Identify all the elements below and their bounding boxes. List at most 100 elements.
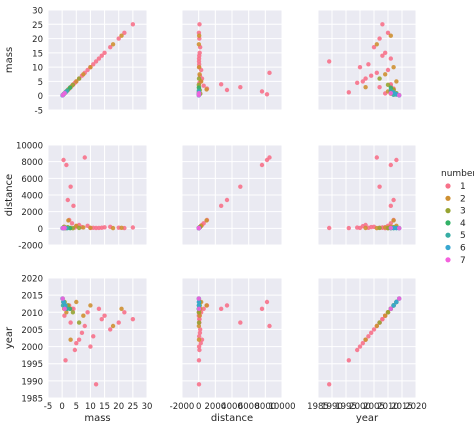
point-series-1 [122, 310, 127, 315]
point-series-1 [366, 334, 371, 339]
point-series-1 [360, 340, 365, 346]
point-series-1 [238, 184, 243, 189]
point-series-2 [88, 303, 93, 308]
point-series-7 [196, 226, 201, 231]
point-series-2 [363, 337, 368, 342]
y-tick-label: 2000 [21, 208, 43, 218]
point-series-1 [371, 44, 377, 50]
point-series-1 [99, 316, 104, 322]
point-series-2 [64, 310, 69, 315]
point-series-1 [108, 44, 113, 50]
point-series-2 [197, 72, 202, 77]
x-tick-label: 0 [196, 402, 201, 412]
point-series-2 [196, 337, 202, 342]
point-series-1 [224, 197, 230, 203]
legend-marker [445, 244, 451, 251]
y-tick-label: 8000 [21, 158, 43, 168]
y-tick-label: 2010 [21, 309, 43, 319]
y-tick-label: 2020 [21, 275, 43, 285]
legend-entry: 7 [460, 256, 466, 266]
x-tick-label: 6000 [238, 402, 260, 412]
x-tick-label: 1995 [335, 402, 357, 412]
point-series-1 [383, 50, 388, 56]
point-series-7 [388, 225, 393, 231]
point-series-2 [119, 306, 124, 312]
point-series-1 [377, 184, 382, 189]
point-series-7 [196, 92, 201, 98]
y-axis-label: year [4, 326, 15, 349]
point-series-1 [197, 22, 202, 27]
x-tick-label: 10000 [268, 402, 295, 412]
legend-entry: 4 [460, 219, 466, 229]
point-series-2 [196, 33, 202, 38]
point-series-3 [196, 76, 202, 81]
point-series-2 [374, 323, 379, 329]
point-series-1 [380, 22, 385, 27]
point-series-1 [196, 358, 202, 363]
point-series-1 [76, 337, 82, 342]
legend-marker [445, 220, 451, 226]
point-series-1 [88, 344, 93, 349]
point-series-1 [267, 323, 272, 329]
point-series-1 [346, 225, 351, 231]
point-series-1 [82, 323, 87, 329]
x-axis-label: distance [211, 413, 253, 424]
legend-entry: 3 [460, 207, 466, 217]
point-series-1 [346, 358, 351, 363]
x-tick-label: 2000 [205, 402, 227, 412]
point-series-1 [357, 344, 363, 349]
point-series-7 [60, 92, 65, 98]
point-series-3 [76, 320, 82, 325]
y-tick-label: 1990 [21, 377, 43, 387]
point-series-7 [388, 306, 393, 312]
legend-marker [445, 208, 451, 214]
x-tick-label: 5 [74, 402, 79, 412]
x-tick-label: 2020 [405, 402, 427, 412]
point-series-2 [81, 313, 86, 318]
point-series-1 [201, 306, 206, 312]
point-series-2 [391, 218, 396, 223]
point-series-1 [360, 79, 365, 84]
point-series-1 [99, 53, 104, 58]
point-series-6 [394, 299, 399, 305]
point-series-1 [68, 184, 73, 189]
point-series-1 [369, 73, 374, 78]
point-series-1 [130, 316, 136, 322]
panel-background [48, 278, 147, 398]
point-series-3 [76, 225, 82, 231]
panel-mass-vs-mass [47, 9, 148, 111]
legend-entry: 5 [460, 231, 466, 241]
legend: number 1 2 3 4 5 6 7 [441, 169, 474, 266]
point-series-7 [397, 296, 402, 301]
point-series-1 [122, 30, 127, 36]
point-series-1 [93, 59, 99, 64]
point-series-1 [264, 157, 270, 163]
point-series-1 [196, 344, 202, 349]
point-series-1 [99, 225, 104, 230]
point-series-1 [218, 306, 224, 312]
point-series-1 [327, 59, 332, 64]
point-series-3 [70, 82, 76, 88]
point-series-2 [119, 33, 124, 38]
y-tick-label: 4000 [21, 192, 43, 202]
point-series-1 [218, 82, 224, 87]
point-series-1 [264, 299, 270, 305]
point-series-1 [197, 316, 202, 322]
x-tick-label: 2000 [349, 402, 371, 412]
point-series-2 [110, 42, 116, 47]
panel-mass-vs-year [317, 9, 417, 111]
y-tick-label: 10000 [16, 142, 43, 152]
point-series-2 [196, 323, 202, 329]
point-series-1 [369, 330, 374, 336]
y-tick-label: -5 [35, 107, 43, 117]
legend-entry: 6 [460, 244, 466, 254]
point-series-1 [385, 67, 391, 73]
point-series-3 [385, 310, 391, 315]
point-series-1 [385, 30, 391, 36]
point-series-2 [196, 42, 202, 47]
point-series-1 [346, 90, 351, 95]
point-series-1 [259, 306, 265, 312]
x-tick-label: 1990 [321, 402, 343, 412]
point-series-1 [259, 89, 265, 94]
x-tick-label: 4000 [221, 402, 243, 412]
